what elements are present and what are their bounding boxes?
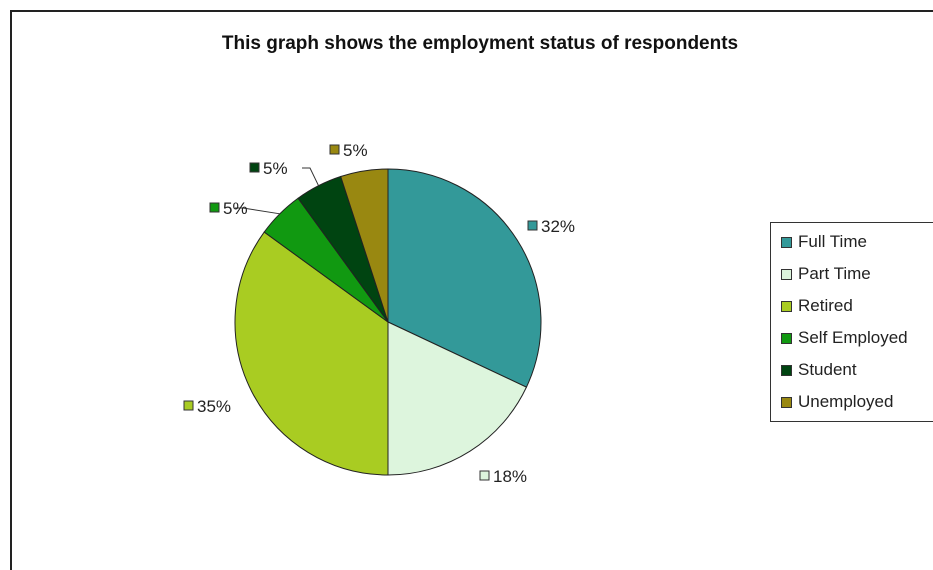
data-label-text-full-time: 32% [541, 217, 575, 236]
data-label-student: 5% [249, 159, 288, 178]
legend-swatch-self-employed [781, 332, 792, 344]
pie-slice-full-time [387, 168, 542, 388]
legend-label-unemployed: Unemployed [798, 392, 894, 411]
data-label-text-student: 5% [263, 159, 288, 178]
pie-slices [234, 168, 542, 476]
legend-label-self-employed: Self Employed [798, 328, 908, 347]
legend-swatch-full-time [781, 236, 792, 248]
pie-slice-unemployed [340, 168, 389, 323]
data-label-swatch-full-time [527, 220, 538, 231]
data-label-full-time: 32% [527, 217, 575, 236]
data-label-unemployed: 5% [329, 141, 368, 160]
data-label-text-part-time: 18% [493, 467, 527, 486]
data-label-part-time: 18% [479, 467, 527, 486]
data-label-swatch-student [249, 162, 260, 173]
legend-item-full-time: Full Time [781, 231, 867, 253]
data-label-swatch-unemployed [329, 144, 340, 155]
data-labels: 32% 18% 35% 5% 5% 5% [183, 141, 575, 486]
legend-swatch-retired [781, 300, 792, 312]
legend-label-student: Student [798, 360, 857, 379]
data-label-text-retired: 35% [197, 397, 231, 416]
data-label-text-self-employed: 5% [223, 199, 248, 218]
leader-line-self-employed [235, 207, 280, 215]
data-label-swatch-self-employed [209, 202, 220, 213]
legend-item-unemployed: Unemployed [781, 391, 893, 413]
legend-label-part-time: Part Time [798, 264, 871, 283]
leader-lines [235, 167, 319, 215]
legend-label-retired: Retired [798, 296, 853, 315]
pie-slice-retired [234, 231, 389, 476]
legend-item-retired: Retired [781, 295, 853, 317]
legend-item-part-time: Part Time [781, 263, 871, 285]
leader-line-student [302, 167, 319, 186]
pie-slice-part-time [387, 321, 528, 476]
legend-label-full-time: Full Time [798, 232, 867, 251]
legend-item-self-employed: Self Employed [781, 327, 908, 349]
data-label-text-unemployed: 5% [343, 141, 368, 160]
legend-item-student: Student [781, 359, 857, 381]
chart-title: This graph shows the employment status o… [221, 33, 739, 54]
data-label-self-employed: 5% [209, 199, 248, 218]
data-label-swatch-part-time [479, 470, 490, 481]
legend: Full Time Part Time Retired Self Employe… [770, 222, 933, 422]
legend-swatch-student [781, 364, 792, 376]
data-label-swatch-retired [183, 400, 194, 411]
data-label-retired: 35% [183, 397, 231, 416]
chart-frame [10, 10, 933, 570]
legend-swatch-part-time [781, 268, 792, 280]
legend-swatch-unemployed [781, 396, 792, 408]
